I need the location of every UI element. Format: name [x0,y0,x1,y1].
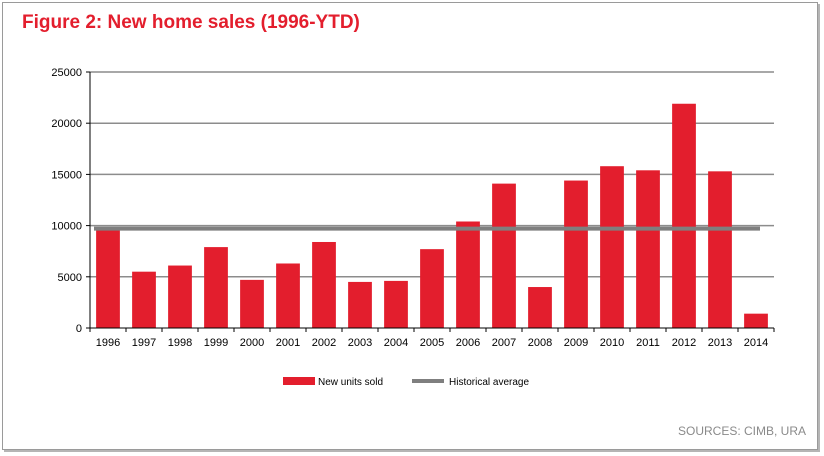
y-axis-ticks: 0 5000 10000 15000 20000 25000 [51,67,82,335]
bar-2008 [528,287,552,328]
bar-2012 [672,103,696,328]
x-tick-label: 2001 [276,337,300,349]
bar-2013 [708,171,732,328]
legend: New units sold Historical average [283,377,529,388]
x-tick-label: 2003 [348,337,372,349]
x-axis-ticks: 1996 1997 1998 1999 2000 2001 2002 2003 2004 2005… [96,337,768,349]
x-tick-label: 1998 [168,337,192,349]
x-tick-label: 1999 [204,337,228,349]
bar-2009 [564,180,588,328]
source-note: SOURCES: CIMB, URA [677,424,806,438]
x-tick-label: 2002 [312,337,336,349]
bar-2003 [348,281,372,328]
legend-swatch-bars [283,377,315,385]
bar-2004 [384,280,408,328]
legend-swatch-average [412,379,444,383]
x-tick-label: 1996 [96,337,120,349]
bar-2010 [600,166,624,328]
legend-label-bars: New units sold [318,377,383,388]
chart-title: Figure 2: New home sales (1996-YTD) [22,12,360,33]
x-tick-label: 2005 [420,337,444,349]
axes [86,71,775,332]
x-tick-label: 2000 [240,337,264,349]
bar-2007 [492,183,516,328]
y-tick-label: 20000 [51,118,82,130]
x-tick-label: 2014 [744,337,768,349]
x-tick-label: 2011 [636,337,660,349]
y-tick-label: 25000 [51,67,82,79]
bar-1998 [168,265,192,328]
y-tick-label: 5000 [58,272,82,284]
x-tick-label: 2013 [708,337,732,349]
bar-series [96,103,768,328]
x-tick-label: 2007 [492,337,516,349]
x-tick-label: 2004 [384,337,408,349]
y-tick-label: 15000 [51,169,82,181]
bar-2001 [276,263,300,328]
y-tick-label: 0 [76,323,82,335]
x-tick-label: 2012 [672,337,696,349]
x-tick-label: 2008 [528,337,552,349]
x-tick-label: 2010 [600,337,624,349]
bar-2005 [420,249,444,328]
bar-1999 [204,247,228,328]
x-tick-label: 2009 [564,337,588,349]
bar-2000 [240,279,264,328]
bar-2014 [744,313,768,328]
bar-2006 [456,221,480,328]
grid-lines [90,71,774,278]
x-tick-label: 2006 [456,337,480,349]
y-tick-label: 10000 [51,221,82,233]
legend-label-average: Historical average [449,377,529,388]
bar-2002 [312,241,336,328]
bar-1997 [132,271,156,328]
bar-2011 [636,170,660,328]
bar-1996 [96,229,120,328]
x-tick-label: 1997 [132,337,156,349]
